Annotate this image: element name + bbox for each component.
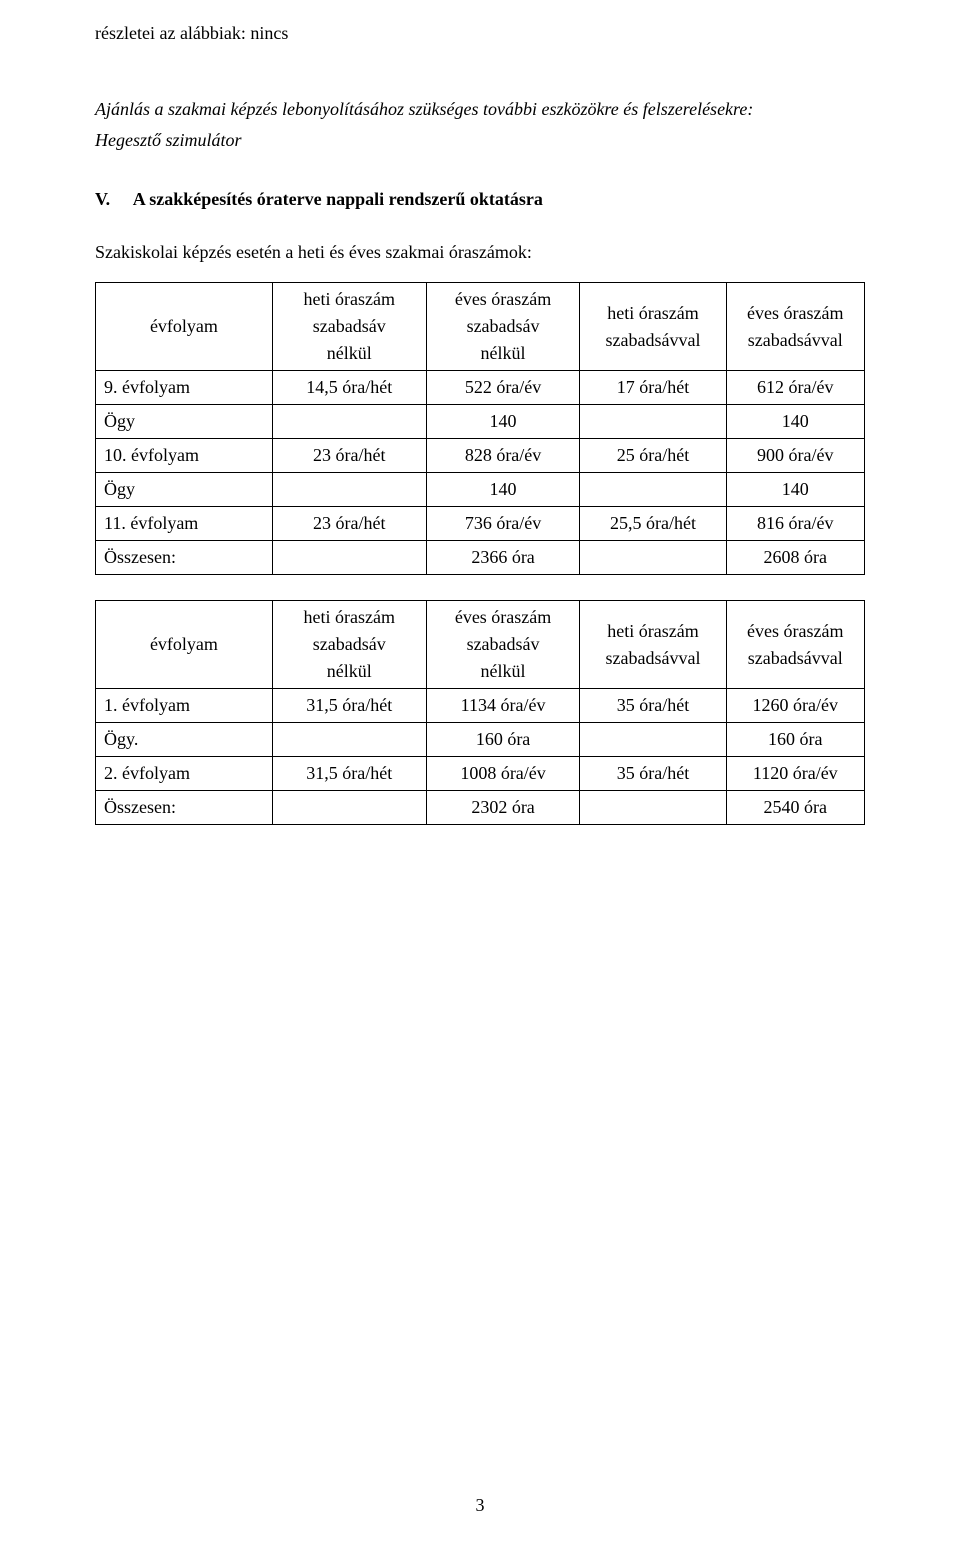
cell: Ögy [96,405,273,439]
col-header-eves-szabadsavval: éves óraszám szabadsávval [726,601,864,689]
cell: Összesen: [96,541,273,575]
col-header-eves-nelkul: éves óraszám szabadsáv nélkül [426,601,580,689]
cell [580,541,726,575]
cell: 2302 óra [426,791,580,825]
cell: 11. évfolyam [96,507,273,541]
cell: 23 óra/hét [272,439,426,473]
col-header-eves-szabadsavval: éves óraszám szabadsávval [726,283,864,371]
col-header-heti-nelkul: heti óraszám szabadsáv nélkül [272,283,426,371]
col-header-heti-szabadsavval: heti óraszám szabadsávval [580,601,726,689]
table-row: 9. évfolyam 14,5 óra/hét 522 óra/év 17 ó… [96,371,865,405]
cell: 828 óra/év [426,439,580,473]
cell: 140 [426,473,580,507]
table-header-row: évfolyam heti óraszám szabadsáv nélkül é… [96,601,865,689]
table-row: Összesen: 2366 óra 2608 óra [96,541,865,575]
intro-paragraph: Szakiskolai képzés esetén a heti és éves… [95,239,865,266]
table-row: Ögy 140 140 [96,473,865,507]
recommendation-line-1: Ajánlás a szakmai képzés lebonyolításáho… [95,96,865,123]
cell: 1134 óra/év [426,689,580,723]
cell: 31,5 óra/hét [272,757,426,791]
top-line: részletei az alábbiak: nincs [95,20,865,47]
cell: 612 óra/év [726,371,864,405]
table-row: Összesen: 2302 óra 2540 óra [96,791,865,825]
cell: 9. évfolyam [96,371,273,405]
cell: 816 óra/év [726,507,864,541]
cell [580,791,726,825]
cell: 2. évfolyam [96,757,273,791]
page-number: 3 [0,1492,960,1519]
cell: 160 óra [726,723,864,757]
cell [580,473,726,507]
cell: 160 óra [426,723,580,757]
table-row: 1. évfolyam 31,5 óra/hét 1134 óra/év 35 … [96,689,865,723]
cell: 35 óra/hét [580,689,726,723]
cell: 25 óra/hét [580,439,726,473]
cell: 900 óra/év [726,439,864,473]
table-row: 2. évfolyam 31,5 óra/hét 1008 óra/év 35 … [96,757,865,791]
section-heading: V. A szakképesítés óraterve nappali rend… [95,186,865,213]
hours-table-2: évfolyam heti óraszám szabadsáv nélkül é… [95,600,865,825]
cell: 31,5 óra/hét [272,689,426,723]
cell: Ögy. [96,723,273,757]
cell [580,405,726,439]
cell: 140 [426,405,580,439]
cell: 522 óra/év [426,371,580,405]
cell: 25,5 óra/hét [580,507,726,541]
col-header-heti-szabadsavval: heti óraszám szabadsávval [580,283,726,371]
table-row: Ögy 140 140 [96,405,865,439]
cell [272,723,426,757]
cell: 10. évfolyam [96,439,273,473]
table-row: 10. évfolyam 23 óra/hét 828 óra/év 25 ór… [96,439,865,473]
cell: 14,5 óra/hét [272,371,426,405]
cell: 1260 óra/év [726,689,864,723]
cell: 1. évfolyam [96,689,273,723]
col-header-heti-nelkul: heti óraszám szabadsáv nélkül [272,601,426,689]
cell: 140 [726,473,864,507]
table-row: Ögy. 160 óra 160 óra [96,723,865,757]
cell [272,473,426,507]
cell: 2540 óra [726,791,864,825]
heading-text: A szakképesítés óraterve nappali rendsze… [115,189,543,209]
table-row: 11. évfolyam 23 óra/hét 736 óra/év 25,5 … [96,507,865,541]
cell: 736 óra/év [426,507,580,541]
cell: 1008 óra/év [426,757,580,791]
cell [272,405,426,439]
table-header-row: évfolyam heti óraszám szabadsáv nélkül é… [96,283,865,371]
cell: 2366 óra [426,541,580,575]
cell [272,791,426,825]
cell [272,541,426,575]
col-header-eves-nelkul: éves óraszám szabadsáv nélkül [426,283,580,371]
cell: 1120 óra/év [726,757,864,791]
heading-number: V. [95,189,110,209]
cell: 17 óra/hét [580,371,726,405]
cell: 2608 óra [726,541,864,575]
col-header-evfolyam: évfolyam [96,283,273,371]
recommendation-line-2: Hegesztő szimulátor [95,127,865,154]
cell: 23 óra/hét [272,507,426,541]
cell: Ögy [96,473,273,507]
cell [580,723,726,757]
cell: Összesen: [96,791,273,825]
col-header-evfolyam: évfolyam [96,601,273,689]
hours-table-1: évfolyam heti óraszám szabadsáv nélkül é… [95,282,865,575]
cell: 140 [726,405,864,439]
cell: 35 óra/hét [580,757,726,791]
